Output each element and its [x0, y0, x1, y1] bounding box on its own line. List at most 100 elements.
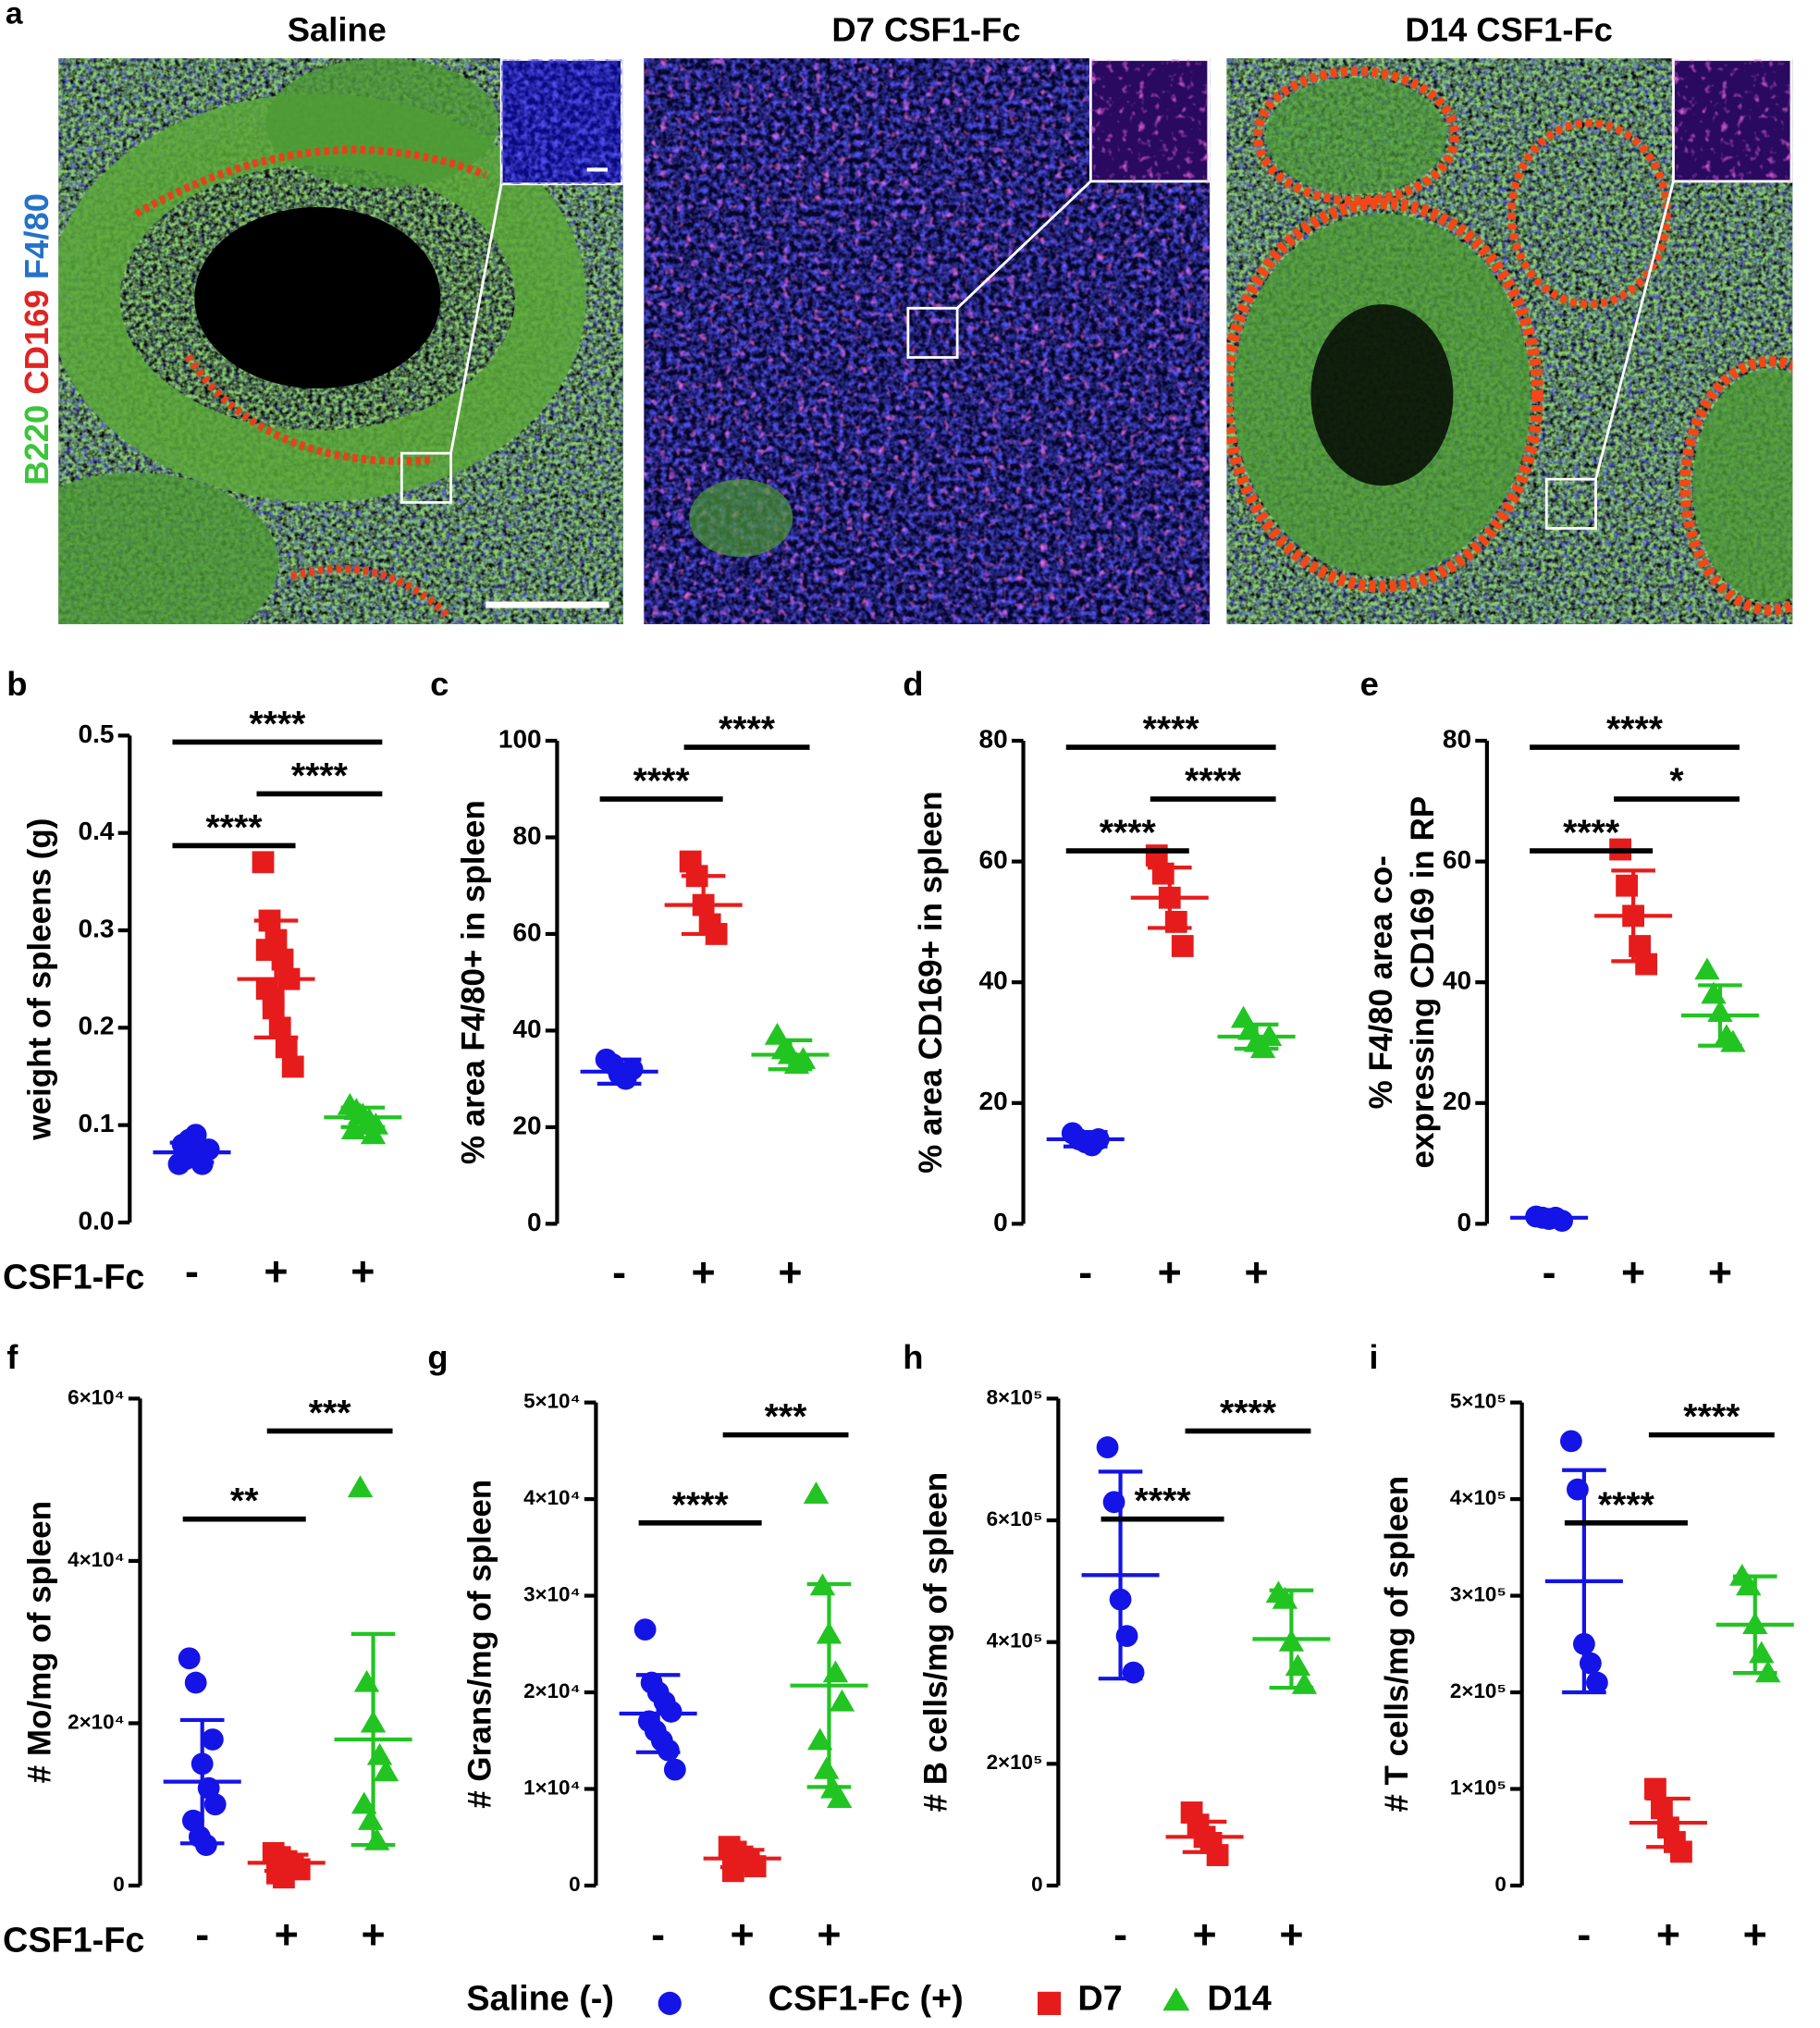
y-axis-label: # B cells/mg of spleen [917, 1472, 953, 1813]
data-point [1586, 1671, 1608, 1694]
error-bar [681, 874, 726, 937]
x-tick-label: - [195, 1911, 209, 1958]
error-bar [596, 1057, 642, 1086]
error-bar [1147, 866, 1192, 930]
error-bar [253, 918, 299, 1039]
y-tick-label: 0 [993, 1208, 1008, 1236]
y-tick-label: 2×10⁵ [987, 1751, 1043, 1774]
data-point [829, 1689, 855, 1712]
legend-marker [1162, 1987, 1190, 2011]
panel-letter: b [6, 665, 27, 703]
x-axis-label: CSF1-Fc [3, 1259, 144, 1297]
image-title: Saline [288, 11, 387, 49]
data-point [663, 1758, 686, 1781]
error-bar [1611, 868, 1655, 964]
y-axis-label: % area CD169+ in spleen [913, 791, 949, 1173]
x-axis-label: CSF1-Fc [3, 1922, 144, 1960]
y-tick-label: 20 [979, 1087, 1008, 1115]
legend-label: D7 [1077, 1980, 1122, 2019]
significance-label: **** [1220, 1394, 1277, 1433]
micrograph [1226, 58, 1793, 624]
significance-label: * [1669, 762, 1684, 802]
x-tick-label: + [731, 1911, 755, 1958]
image-title: D7 CSF1-Fc [831, 11, 1020, 49]
x-tick-label: - [1113, 1911, 1127, 1958]
y-tick-label: 100 [498, 724, 542, 753]
x-tick-label: + [1245, 1249, 1269, 1296]
y-tick-label: 5×10⁴ [523, 1390, 581, 1413]
data-point [364, 1828, 390, 1850]
data-point [1206, 1844, 1229, 1866]
y-axis-label: # Mo/mg of spleen [21, 1501, 57, 1783]
significance-label: **** [672, 1485, 730, 1525]
x-tick-label: - [612, 1249, 626, 1296]
y-tick-label: 0 [1494, 1873, 1506, 1896]
y-tick-label: 40 [979, 966, 1008, 995]
legend-label: CSF1-Fc (+) [769, 1980, 964, 2019]
y-tick-label: 0 [1031, 1873, 1042, 1896]
significance-label: **** [249, 705, 306, 744]
x-tick-label: + [1193, 1911, 1217, 1958]
x-tick-label: + [1743, 1911, 1767, 1958]
y-tick-label: 0 [113, 1873, 124, 1896]
significance-label: **** [1143, 710, 1200, 750]
y-tick-label: 5×10⁵ [1450, 1390, 1506, 1413]
y-tick-label: 0.2 [79, 1012, 115, 1040]
y-tick-label: 40 [1443, 966, 1471, 995]
data-point [822, 1660, 849, 1683]
legend-label: D14 [1207, 1980, 1271, 2019]
x-tick-label: - [1543, 1249, 1556, 1296]
data-point [281, 1055, 304, 1078]
data-point [621, 1058, 644, 1081]
error-bar [179, 1717, 225, 1846]
panel-letter: g [427, 1338, 448, 1376]
y-tick-label: 2×10⁴ [68, 1710, 125, 1733]
micrograph [58, 58, 623, 624]
error-bar [169, 1140, 215, 1164]
micrograph [644, 58, 1211, 624]
y-tick-label: 80 [979, 724, 1008, 753]
data-point [1694, 957, 1720, 980]
y-tick-label: 4×10⁴ [523, 1486, 581, 1509]
significance-label: **** [1606, 710, 1664, 750]
data-point [268, 1016, 291, 1039]
error-bar [1098, 1469, 1143, 1681]
x-tick-label: + [275, 1911, 299, 1958]
data-point [184, 1124, 207, 1147]
y-tick-label: 60 [1443, 845, 1471, 874]
data-point [203, 1793, 227, 1816]
panel-letter: h [903, 1338, 923, 1376]
data-point [366, 1742, 393, 1765]
y-tick-label: 8×10⁵ [987, 1385, 1043, 1408]
y-tick-label: 0.4 [79, 817, 115, 845]
panel-letter: i [1369, 1338, 1378, 1376]
y-axis-label: % area F4/80+ in spleen [455, 800, 491, 1164]
data-point [184, 1671, 207, 1694]
y-tick-label: 6×10⁴ [68, 1385, 125, 1408]
y-tick-label: 0.1 [79, 1109, 115, 1137]
y-axis-label: # T cells/mg of spleen [1379, 1476, 1415, 1813]
y-tick-label: 80 [1443, 724, 1471, 753]
y-tick-label: 0 [527, 1208, 542, 1236]
data-point [262, 987, 285, 1010]
x-tick-label: - [1078, 1249, 1092, 1296]
y-tick-label: 2×10⁴ [523, 1679, 581, 1702]
error-bar [635, 1673, 681, 1754]
significance-label: *** [309, 1394, 352, 1433]
y-tick-label: 20 [512, 1111, 541, 1139]
error-bar [1732, 1574, 1777, 1676]
y-tick-label: 3×10⁴ [523, 1582, 581, 1605]
data-point [806, 1727, 833, 1751]
significance-label: **** [1563, 814, 1620, 854]
y-tick-label: 60 [512, 917, 541, 946]
data-point [790, 1047, 817, 1069]
data-point [1096, 1436, 1119, 1458]
data-point [178, 1647, 201, 1670]
image-title: D14 CSF1-Fc [1405, 11, 1612, 49]
y-tick-label: 0 [1457, 1208, 1471, 1236]
data-point [1171, 935, 1194, 957]
significance-label: **** [205, 808, 263, 848]
data-point [347, 1475, 374, 1498]
y-tick-label: 3×10⁵ [1450, 1582, 1506, 1605]
